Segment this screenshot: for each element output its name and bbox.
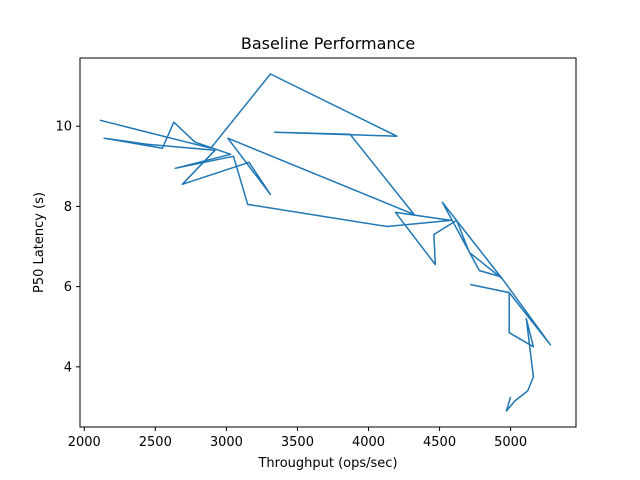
plot-layer [99,73,552,412]
x-tick-label: 4000 [352,435,385,450]
x-tick-label: 2000 [68,435,101,450]
y-tick-label: 8 [64,200,72,215]
x-tick-label: 3000 [210,435,243,450]
chart-title: Baseline Performance [241,34,415,53]
x-tick-label: 3500 [281,435,314,450]
ticks-layer: 2000 2500 3000 3500 4000 4500 5000 4 6 8 10 [55,120,527,450]
y-tick-label: 6 [64,280,72,295]
x-tick-label: 5000 [494,435,527,450]
series-line-1 [99,73,552,412]
y-tick-label: 10 [55,120,72,135]
x-tick-label: 2500 [139,435,172,450]
y-tick-label: 4 [64,360,72,375]
x-axis-label: Throughput (ops/sec) [257,456,397,471]
y-axis-label: P50 Latency (s) [32,192,47,293]
x-tick-label: 4500 [423,435,456,450]
axes-frame [79,57,577,428]
